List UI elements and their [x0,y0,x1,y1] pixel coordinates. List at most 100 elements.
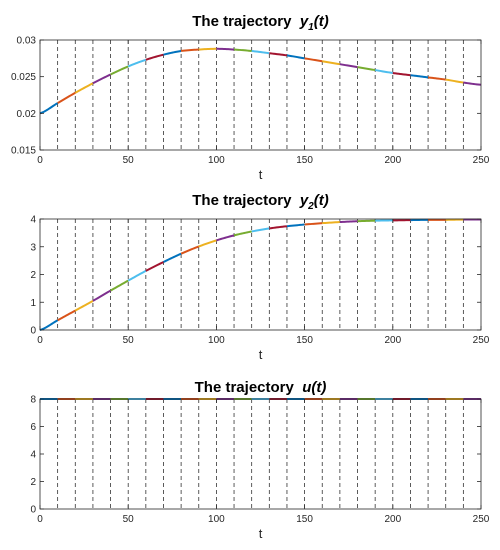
x-tick-label: 200 [384,514,401,525]
series-segment [322,221,340,225]
series-segment [92,289,112,302]
series-segment [92,73,111,85]
title-variable: y [299,192,309,209]
x-tick-label: 150 [296,514,313,525]
series-segment [427,76,446,81]
chart-title: The trajectory y2(t) [192,192,328,212]
series-segment [57,309,76,322]
y-tick-label: 6 [30,422,36,433]
series-segment [374,69,393,74]
y-tick-label: 8 [30,395,36,406]
x-axis-label: t [259,347,263,362]
x-tick-label: 50 [123,514,135,525]
series-segment [269,52,288,57]
x-tick-label: 250 [473,155,490,166]
chart-panel-1: The trajectory y1(t) 0 50 100 150 200 250 0.015… [11,13,490,182]
title-prefix: The trajectory [192,192,300,209]
chart-title: The trajectory u(t) [195,379,327,396]
series-segment [74,299,94,312]
x-tick-label: 0 [37,514,43,525]
y-tick-label: 2 [30,270,36,281]
y-tick-label: 4 [30,450,36,461]
y-tick-label: 3 [30,242,36,253]
axes-box [39,39,482,151]
x-tick-label: 250 [473,335,490,346]
title-prefix: The trajectory [195,379,303,396]
y-tick-label: 4 [30,215,36,226]
series-segment [410,74,429,79]
series-segment [74,82,94,94]
series-segment [357,66,376,72]
chart-panel-2: The trajectory y2(t)0 50 100 150 200 25001234… [30,192,489,362]
series-segment [216,47,235,51]
y-tick-label: 0.015 [11,146,36,157]
x-tick-label: 50 [123,335,135,346]
y-tick-label: 1 [30,298,36,309]
x-tick-label: 200 [384,155,401,166]
title-suffix: (t) [314,13,329,30]
y-tick-label: 2 [30,477,36,488]
chart-title: The trajectory y1(t) [192,13,328,33]
y-tick-label: 0 [30,326,36,337]
series-segment [127,270,147,282]
x-tick-label: 0 [37,335,43,346]
series-segment [110,65,129,76]
x-tick-label: 0 [37,155,43,166]
x-tick-label: 100 [208,335,225,346]
series-segment [339,220,358,224]
x-tick-label: 50 [123,155,135,166]
series-segment [357,219,376,223]
series-segment [233,48,252,52]
series-segment [145,53,164,61]
title-subscript: 1 [308,22,314,33]
y-tick-label: 0 [30,505,36,516]
x-tick-label: 100 [208,155,225,166]
x-axis-label: t [259,526,263,541]
x-tick-label: 200 [384,335,401,346]
y-tick-label: 0.02 [17,109,37,120]
axes-box [39,218,482,331]
series-segment [163,252,182,263]
title-prefix: The trajectory [192,13,300,30]
series-segment [198,239,217,248]
title-subscript: 2 [307,201,314,212]
series-segment [392,72,411,77]
y-tick-label: 0.025 [11,72,36,83]
y-tick-label: 0.03 [17,36,37,47]
x-tick-label: 150 [296,335,313,346]
title-variable: u [302,379,311,396]
series-segment [286,54,305,60]
x-tick-label: 100 [208,514,225,525]
series-segment [269,225,288,230]
series-segment [127,58,147,68]
series-segment [251,227,270,233]
series-segment [445,78,464,84]
series-segment [339,63,358,69]
series-segment [145,261,164,272]
x-axis-label: t [259,167,263,182]
title-suffix: (t) [311,379,326,396]
title-suffix: (t) [314,192,329,209]
series-segment [198,47,217,51]
series-segment [463,81,482,86]
series-segment [57,91,76,104]
series-segment [180,245,200,255]
series-segment [304,57,323,63]
series-segment [39,319,59,331]
series-segment [322,60,341,66]
title-variable: y [299,13,309,30]
series-segment [304,222,323,226]
x-tick-label: 150 [296,155,313,166]
series-segment [180,48,199,52]
series-segment [216,234,235,242]
series-segment [233,230,252,237]
axes-box [39,398,482,510]
series-segment [39,102,59,115]
series-segment [286,223,305,228]
x-tick-label: 250 [473,514,490,525]
series-segment [110,279,129,292]
chart-panel-3: The trajectory u(t) 0 50 100 150 200 250 0 2 4 6 8 t [30,379,489,541]
series-segment [163,50,182,56]
series-segment [251,50,270,55]
